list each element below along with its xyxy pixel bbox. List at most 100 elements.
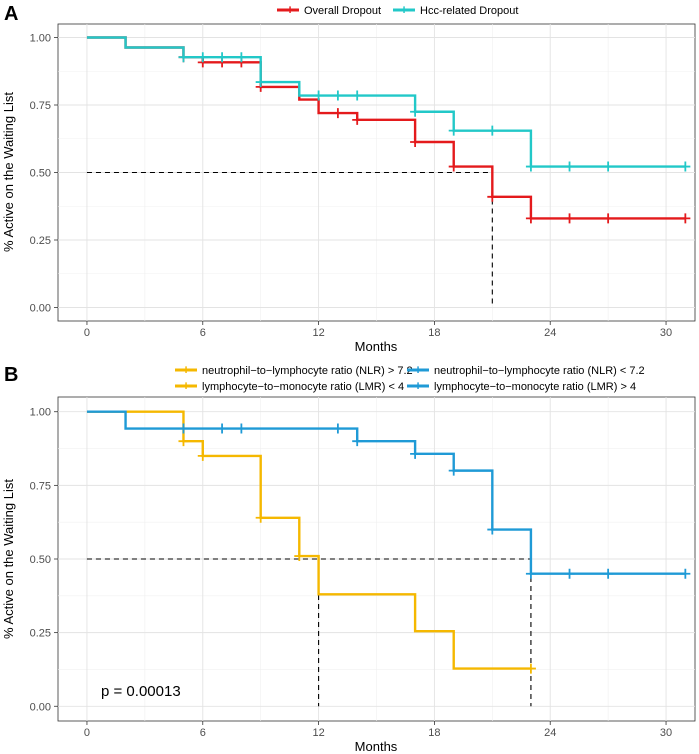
survival-curve-1	[86, 410, 686, 575]
censor-mark	[410, 136, 421, 147]
censor-mark	[603, 161, 614, 172]
censor-mark	[217, 423, 228, 434]
censor-mark	[294, 551, 305, 562]
legend-label-lmr-high: lymphocyte−to−monocyte ratio (LMR) > 4	[434, 381, 636, 393]
censor-mark	[487, 524, 498, 535]
censor-mark	[603, 213, 614, 224]
x-tick-label: 0	[84, 727, 90, 739]
legend-plus-overall-dropout: +	[286, 2, 294, 17]
censor-mark	[236, 52, 247, 63]
legend-label-nlr-high: neutrophil−to−lymphocyte ratio (NLR) > 7…	[202, 365, 413, 377]
legend-plus-lmr-low: +	[182, 378, 190, 393]
censor-mark	[603, 568, 614, 579]
x-tick-label: 30	[660, 327, 672, 339]
panel-a-letter: A	[4, 3, 18, 25]
legend-plus-lmr-high: +	[414, 378, 422, 393]
x-tick-label: 30	[660, 727, 672, 739]
censor-mark	[564, 568, 575, 579]
legend-item-nlr-low: + neutrophil−to−lymphocyte ratio (NLR) <…	[407, 362, 645, 377]
legend-item-lmr-low: + lymphocyte−to−monocyte ratio (LMR) < 4	[175, 378, 404, 393]
panel-b-y-axis-title: % Active on the Waiting List	[1, 479, 16, 639]
x-tick-label: 18	[428, 727, 440, 739]
censor-mark	[352, 436, 363, 447]
legend-plus-nlr-high: +	[182, 362, 190, 377]
censor-mark	[313, 90, 324, 101]
censor-mark	[255, 77, 266, 88]
panel-a-series	[86, 36, 691, 224]
censor-mark	[564, 213, 575, 224]
censor-mark	[178, 52, 189, 63]
legend-item-nlr-high: + neutrophil−to−lymphocyte ratio (NLR) >…	[175, 362, 413, 377]
panel-a-legend: + Overall Dropout + Hcc-related Dropout	[277, 2, 518, 17]
survival-curve-0	[86, 410, 531, 670]
censor-mark	[332, 108, 343, 119]
panel-b-series	[86, 410, 691, 674]
censor-mark	[680, 161, 691, 172]
legend-item-lmr-high: + lymphocyte−to−monocyte ratio (LMR) > 4	[407, 378, 636, 393]
panel-b-p-value: p = 0.00013	[101, 683, 181, 700]
legend-label-lmr-low: lymphocyte−to−monocyte ratio (LMR) < 4	[202, 381, 404, 393]
censor-mark	[236, 423, 247, 434]
censor-mark	[525, 161, 536, 172]
panel-a-y-axis-title: % Active on the Waiting List	[1, 92, 16, 252]
x-tick-label: 6	[200, 327, 206, 339]
censor-mark	[410, 106, 421, 117]
legend-plus-hcc-related-dropout: +	[400, 2, 408, 17]
panel-b: B + neutrophil−to−lymphocyte ratio (NLR)…	[1, 362, 696, 754]
y-tick-label: 0.50	[30, 168, 51, 180]
panel-a-x-axis-title: Months	[355, 339, 398, 354]
censor-mark	[352, 90, 363, 101]
legend-item-hcc-related-dropout: + Hcc-related Dropout	[393, 2, 518, 17]
censor-mark	[680, 213, 691, 224]
x-tick-label: 12	[312, 727, 324, 739]
censor-mark	[178, 436, 189, 447]
x-tick-label: 24	[544, 327, 556, 339]
y-tick-label: 0.75	[30, 480, 51, 492]
panel-b-median-lines	[86, 558, 532, 707]
x-tick-label: 0	[84, 327, 90, 339]
censor-mark	[332, 90, 343, 101]
legend-item-overall-dropout: + Overall Dropout	[277, 2, 381, 17]
censor-mark	[332, 423, 343, 434]
censor-mark	[525, 213, 536, 224]
y-tick-label: 0.00	[30, 701, 51, 713]
y-tick-label: 0.50	[30, 554, 51, 566]
legend-label-hcc-related-dropout: Hcc-related Dropout	[420, 5, 518, 17]
censor-mark	[197, 52, 208, 63]
y-tick-label: 0.75	[30, 100, 51, 112]
x-tick-label: 24	[544, 727, 556, 739]
censor-mark	[410, 448, 421, 459]
censor-mark	[448, 125, 459, 136]
legend-plus-nlr-low: +	[414, 362, 422, 377]
censor-mark	[197, 450, 208, 461]
y-tick-label: 0.25	[30, 628, 51, 640]
censor-mark	[448, 465, 459, 476]
panel-b-axis-ticks: 0 6 12 18 24 30 0.00 0.25 0.50 0.75 1.00	[30, 407, 673, 739]
censor-mark	[217, 52, 228, 63]
censor-mark	[448, 161, 459, 172]
panel-a-axis-ticks: 0 6 12 18 24 30 0.00 0.25 0.50 0.75 1.00	[30, 33, 673, 340]
y-tick-label: 0.25	[30, 235, 51, 247]
y-tick-label: 1.00	[30, 407, 51, 419]
censor-mark	[564, 161, 575, 172]
x-tick-label: 6	[200, 727, 206, 739]
panel-b-legend: + neutrophil−to−lymphocyte ratio (NLR) >…	[175, 362, 645, 393]
panel-a: A + Overall Dropout + Hcc-related Dropou…	[1, 2, 696, 354]
panel-b-x-axis-title: Months	[355, 739, 398, 754]
censor-mark	[352, 114, 363, 125]
x-tick-label: 12	[312, 327, 324, 339]
censor-mark	[487, 191, 498, 202]
censor-mark	[525, 663, 536, 674]
censor-mark	[680, 568, 691, 579]
censor-mark	[178, 423, 189, 434]
censor-mark	[525, 568, 536, 579]
panel-a-gridlines	[58, 24, 695, 321]
censor-mark	[487, 125, 498, 136]
y-tick-label: 0.00	[30, 303, 51, 315]
panel-b-letter: B	[4, 364, 18, 386]
x-tick-label: 18	[428, 327, 440, 339]
y-tick-label: 1.00	[30, 33, 51, 45]
legend-label-nlr-low: neutrophil−to−lymphocyte ratio (NLR) < 7…	[434, 365, 645, 377]
censor-mark	[255, 512, 266, 523]
